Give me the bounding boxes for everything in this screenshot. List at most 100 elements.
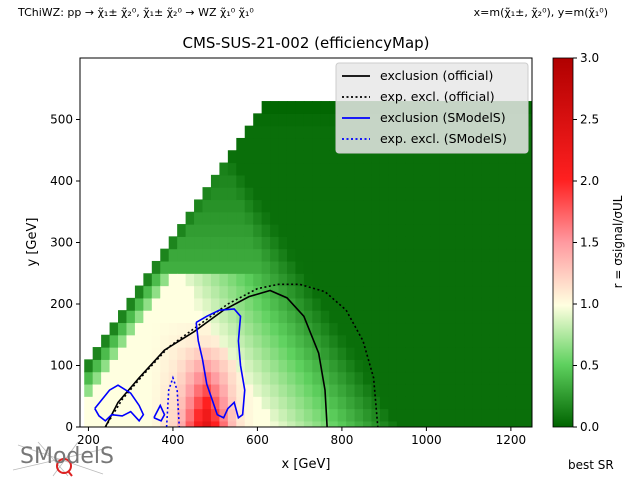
heatmap-cell — [396, 260, 406, 274]
heatmap-cell — [295, 150, 305, 164]
heatmap-cell — [210, 322, 221, 336]
heatmap-cell — [210, 396, 221, 410]
heatmap-cell — [270, 101, 280, 114]
heatmap-cell — [151, 408, 161, 422]
heatmap-cell — [227, 174, 237, 188]
heatmap-cell — [261, 125, 271, 139]
heatmap-cell — [278, 322, 288, 336]
heatmap-cell — [320, 273, 330, 287]
heatmap-cell — [422, 285, 432, 299]
heatmap-cell — [312, 359, 322, 373]
heatmap-cell — [379, 396, 389, 410]
heatmap-cell — [261, 248, 271, 262]
heatmap-cell — [261, 371, 271, 385]
heatmap-cell — [489, 273, 499, 287]
heatmap-cell — [244, 260, 254, 274]
heatmap-cell — [396, 224, 406, 237]
heatmap-cell — [185, 420, 195, 427]
heatmap-cell — [430, 211, 440, 225]
heatmap-cell — [405, 199, 415, 213]
heatmap-cell — [472, 150, 482, 164]
heatmap-cell — [168, 383, 178, 397]
heatmap-cell — [244, 359, 254, 373]
heatmap-cell — [278, 396, 288, 410]
heatmap-cell — [371, 285, 381, 299]
heatmap-cell — [177, 322, 187, 336]
heatmap-cell — [303, 334, 313, 348]
heatmap-cell — [261, 347, 271, 360]
heatmap-cell — [422, 236, 432, 250]
heatmap-cell — [185, 260, 195, 274]
heatmap-cell — [405, 420, 415, 427]
heatmap-cell — [422, 396, 432, 410]
heatmap-cell — [337, 285, 347, 299]
heatmap-cell — [379, 199, 389, 213]
heatmap-cell — [329, 260, 339, 274]
heatmap-cell — [329, 150, 339, 164]
heatmap-cell — [202, 359, 212, 373]
heatmap-cell — [236, 236, 246, 250]
heatmap-cell — [337, 420, 347, 427]
heatmap-cell — [278, 187, 288, 201]
heatmap-cell — [295, 285, 305, 299]
heatmap-cell — [185, 224, 195, 237]
heatmap-cell — [413, 371, 423, 385]
heatmap-cell — [371, 273, 381, 287]
colorbar-ticks: 0.0 0.5 1.0 1.5 2.0 2.5 3.0 — [573, 51, 599, 434]
heatmap-cell — [430, 322, 440, 336]
heatmap-cell — [363, 322, 373, 336]
heatmap-cell — [270, 408, 280, 422]
heatmap-cell — [253, 137, 263, 151]
heatmap-cell — [202, 371, 212, 385]
heatmap-cell — [312, 371, 322, 385]
heatmap-cell — [337, 322, 347, 336]
heatmap-cell — [481, 371, 491, 385]
heatmap-cell — [210, 248, 221, 262]
heatmap-cell — [168, 322, 178, 336]
heatmap-cell — [405, 285, 415, 299]
exclusion-smodels-curve — [94, 384, 145, 423]
heatmap-cell — [506, 162, 516, 176]
heatmap-cell — [261, 297, 271, 311]
heatmap-cell — [532, 359, 541, 372]
heatmap-cell — [489, 359, 499, 373]
legend-label: exp. excl. (official) — [380, 89, 495, 104]
heatmap-cell — [363, 224, 373, 237]
heatmap-cell — [329, 174, 339, 188]
heatmap-cell — [312, 137, 322, 151]
heatmap-cell — [447, 383, 457, 397]
heatmap-cell — [515, 248, 525, 262]
heatmap-cell — [371, 322, 381, 336]
heatmap-cell — [253, 162, 263, 176]
heatmap-cell — [396, 334, 406, 348]
heatmap-cell — [346, 150, 356, 164]
heatmap-cell — [168, 273, 178, 287]
heatmap-cell — [303, 371, 313, 385]
heatmap-cell — [295, 347, 305, 360]
heatmap-cell — [210, 347, 221, 360]
heatmap-cell — [430, 285, 440, 299]
heatmap-cell — [346, 199, 356, 213]
heatmap-cell — [278, 260, 288, 274]
heatmap-cell — [422, 174, 432, 188]
heatmap-cell — [371, 347, 381, 360]
heatmap-cell — [92, 408, 102, 422]
heatmap-cell — [363, 383, 373, 397]
heatmap-cell — [278, 420, 288, 427]
heatmap-cell — [472, 187, 482, 201]
heatmap-cell — [481, 322, 491, 336]
heatmap-cell — [506, 260, 516, 274]
heatmap-cell — [346, 408, 356, 422]
heatmap-cell — [447, 187, 457, 201]
heatmap-cell — [286, 334, 297, 348]
heatmap-cell — [320, 260, 330, 274]
heatmap-cell — [320, 125, 330, 139]
heatmap-cell — [202, 248, 212, 262]
heatmap-cell — [286, 273, 297, 287]
heatmap-cell — [523, 260, 532, 274]
heatmap-cell — [396, 383, 406, 397]
heatmap-cell — [396, 396, 406, 410]
heatmap-cell — [320, 248, 330, 262]
heatmap-cell — [532, 187, 541, 200]
heatmap-cell — [422, 383, 432, 397]
